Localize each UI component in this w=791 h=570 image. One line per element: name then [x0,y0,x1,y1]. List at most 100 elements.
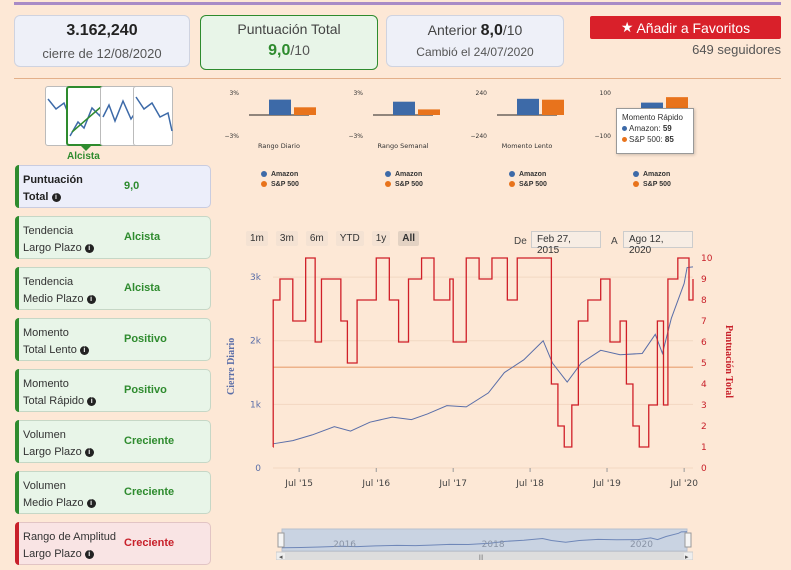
range-selector: 1m 3m 6m YTD 1y All [246,231,427,246]
amazon-dot-icon [622,126,627,131]
indicator-value: Creciente [124,486,175,498]
price-series-line [272,266,694,445]
legend-label: Amazon [271,171,299,178]
score-denominator: /10 [290,42,310,58]
previous-change-date: Cambió el 24/07/2020 [416,45,534,59]
scroll-right-icon: ▸ [685,554,689,560]
indicator-accent-bar [15,165,19,208]
bar-sp500 [542,99,564,115]
x-tick-label: Jul '16 [361,479,390,489]
indicator-card[interactable]: Tendencia Medio Plazo i Alcista [15,267,211,310]
add-favorites-button[interactable]: ★ Añadir a Favoritos [590,16,781,39]
legend-dot-icon [509,171,515,178]
indicator-card[interactable]: Volumen Largo Plazo i Creciente [15,420,211,463]
mini-bar-chart-svg: 3% −3% Rango Semanal [348,90,440,150]
mini-chart-legend: Amazon S&P 500 [509,171,601,191]
legend-dot-icon [261,181,267,188]
indicator-card[interactable]: Tendencia Largo Plazo i Alcista [15,216,211,259]
previous-score-row: Anterior 8,0/10 [387,22,563,40]
trend-pointer [80,145,92,151]
y-right-tick-label: 3 [701,401,707,411]
y-left-tick-label: 0 [255,464,261,474]
info-icon[interactable]: i [84,447,94,457]
indicator-card[interactable]: Puntuación Total i 9,0 [15,165,211,208]
sideways-trend-icon [135,96,173,132]
legend-item[interactable]: Amazon [385,171,477,181]
legend-item[interactable]: Amazon [261,171,353,181]
info-icon[interactable]: i [79,345,89,355]
tick-label: 3% [353,90,363,97]
indicator-card[interactable]: Rango de Amplitud Largo Plazo i Creciente [15,522,211,565]
tooltip-sp-label: S&P 500: [629,135,663,144]
score-series-line [272,257,694,448]
indicator-card[interactable]: Volumen Medio Plazo i Creciente [15,471,211,514]
indicator-label-line2: Medio Plazo [23,497,87,509]
y-right-tick-label: 1 [701,443,707,453]
range-button-6m[interactable]: 6m [305,231,328,246]
legend-item[interactable]: S&P 500 [385,181,477,191]
info-icon[interactable]: i [84,549,94,559]
bar-amazon [517,98,539,115]
legend-item[interactable]: S&P 500 [509,181,601,191]
x-tick-label: Jul '17 [438,479,467,489]
indicator-label-line1: Volumen [23,480,66,492]
trend-panel-sideways-2[interactable] [133,86,173,146]
legend-dot-icon [385,171,391,178]
date-to-input[interactable]: Ago 12, 2020 [623,231,693,256]
legend-dot-icon [633,171,639,178]
legend-dot-icon [261,171,267,178]
indicator-label: Volumen Largo Plazo i [23,427,123,461]
indicator-label: Rango de Amplitud Largo Plazo i [23,529,123,563]
chart-navigator[interactable]: 2016 2018 2020 ◂ ▸ ||| [276,527,693,560]
legend-item[interactable]: Amazon [509,171,601,181]
info-icon[interactable]: i [87,396,97,406]
y-right-tick-label: 2 [701,422,707,432]
tick-label: 100 [600,90,612,97]
date-from-input[interactable]: Feb 27, 2015 [531,231,601,256]
indicator-accent-bar [15,471,19,514]
legend-item[interactable]: S&P 500 [261,181,353,191]
main-chart[interactable]: 0 1k 2k 3k 0 1 2 3 4 5 6 7 8 9 10 Jul '15 Jul '16 Jul '17… [240,248,720,496]
indicator-label-line2: Total [23,191,52,203]
navigator-series-line [281,531,688,549]
tick-label: −3% [348,133,363,140]
legend-item[interactable]: Amazon [633,171,725,181]
chart-tooltip: Momento Rápido Amazon: 59 S&P 500: 85 [616,108,694,154]
legend-dot-icon [509,181,515,188]
mini-chart-momento-lento: 240 −240 Momento Lento Amazon S&P 500 [471,88,601,191]
info-icon[interactable]: i [84,243,94,253]
info-icon[interactable]: i [86,294,96,304]
range-button-3m[interactable]: 3m [275,231,298,246]
legend-label: Amazon [395,171,423,178]
previous-label: Anterior [427,22,477,38]
info-icon[interactable]: i [86,498,96,508]
indicator-label: Volumen Medio Plazo i [23,478,123,512]
navigator-year-label: 2020 [630,540,653,550]
legend-item[interactable]: S&P 500 [633,181,725,191]
info-icon[interactable]: i [51,192,61,202]
y-right-tick-label: 10 [701,254,713,264]
indicator-label-line1: Momento [23,378,69,390]
range-button-1y[interactable]: 1y [371,231,391,246]
tick-label: −240 [471,133,488,140]
scroll-left-icon: ◂ [279,554,283,560]
indicator-label-line1: Tendencia [23,225,74,237]
mini-chart-legend: Amazon S&P 500 [633,171,725,191]
bar-sp500 [294,107,316,115]
x-tick-label: Jul '18 [515,479,544,489]
indicator-accent-bar [15,522,19,565]
indicator-label-line1: Rango de Amplitud [23,531,116,543]
y-left-tick-label: 1k [250,400,262,410]
range-button-ytd[interactable]: YTD [335,231,364,246]
indicator-card[interactable]: Momento Total Lento i Positivo [15,318,211,361]
range-button-all[interactable]: All [398,231,420,246]
legend-label: S&P 500 [271,181,299,188]
previous-value: 8,0 [480,22,503,39]
tooltip-sp-value: 85 [664,135,674,144]
legend-dot-icon [385,181,391,188]
bar-sp500 [418,109,440,115]
indicator-card[interactable]: Momento Total Rápido i Positivo [15,369,211,412]
score-value-row: 9,0/10 [201,42,377,60]
navigator-scrollbar-thumb [285,553,684,559]
range-button-1m[interactable]: 1m [246,231,268,246]
